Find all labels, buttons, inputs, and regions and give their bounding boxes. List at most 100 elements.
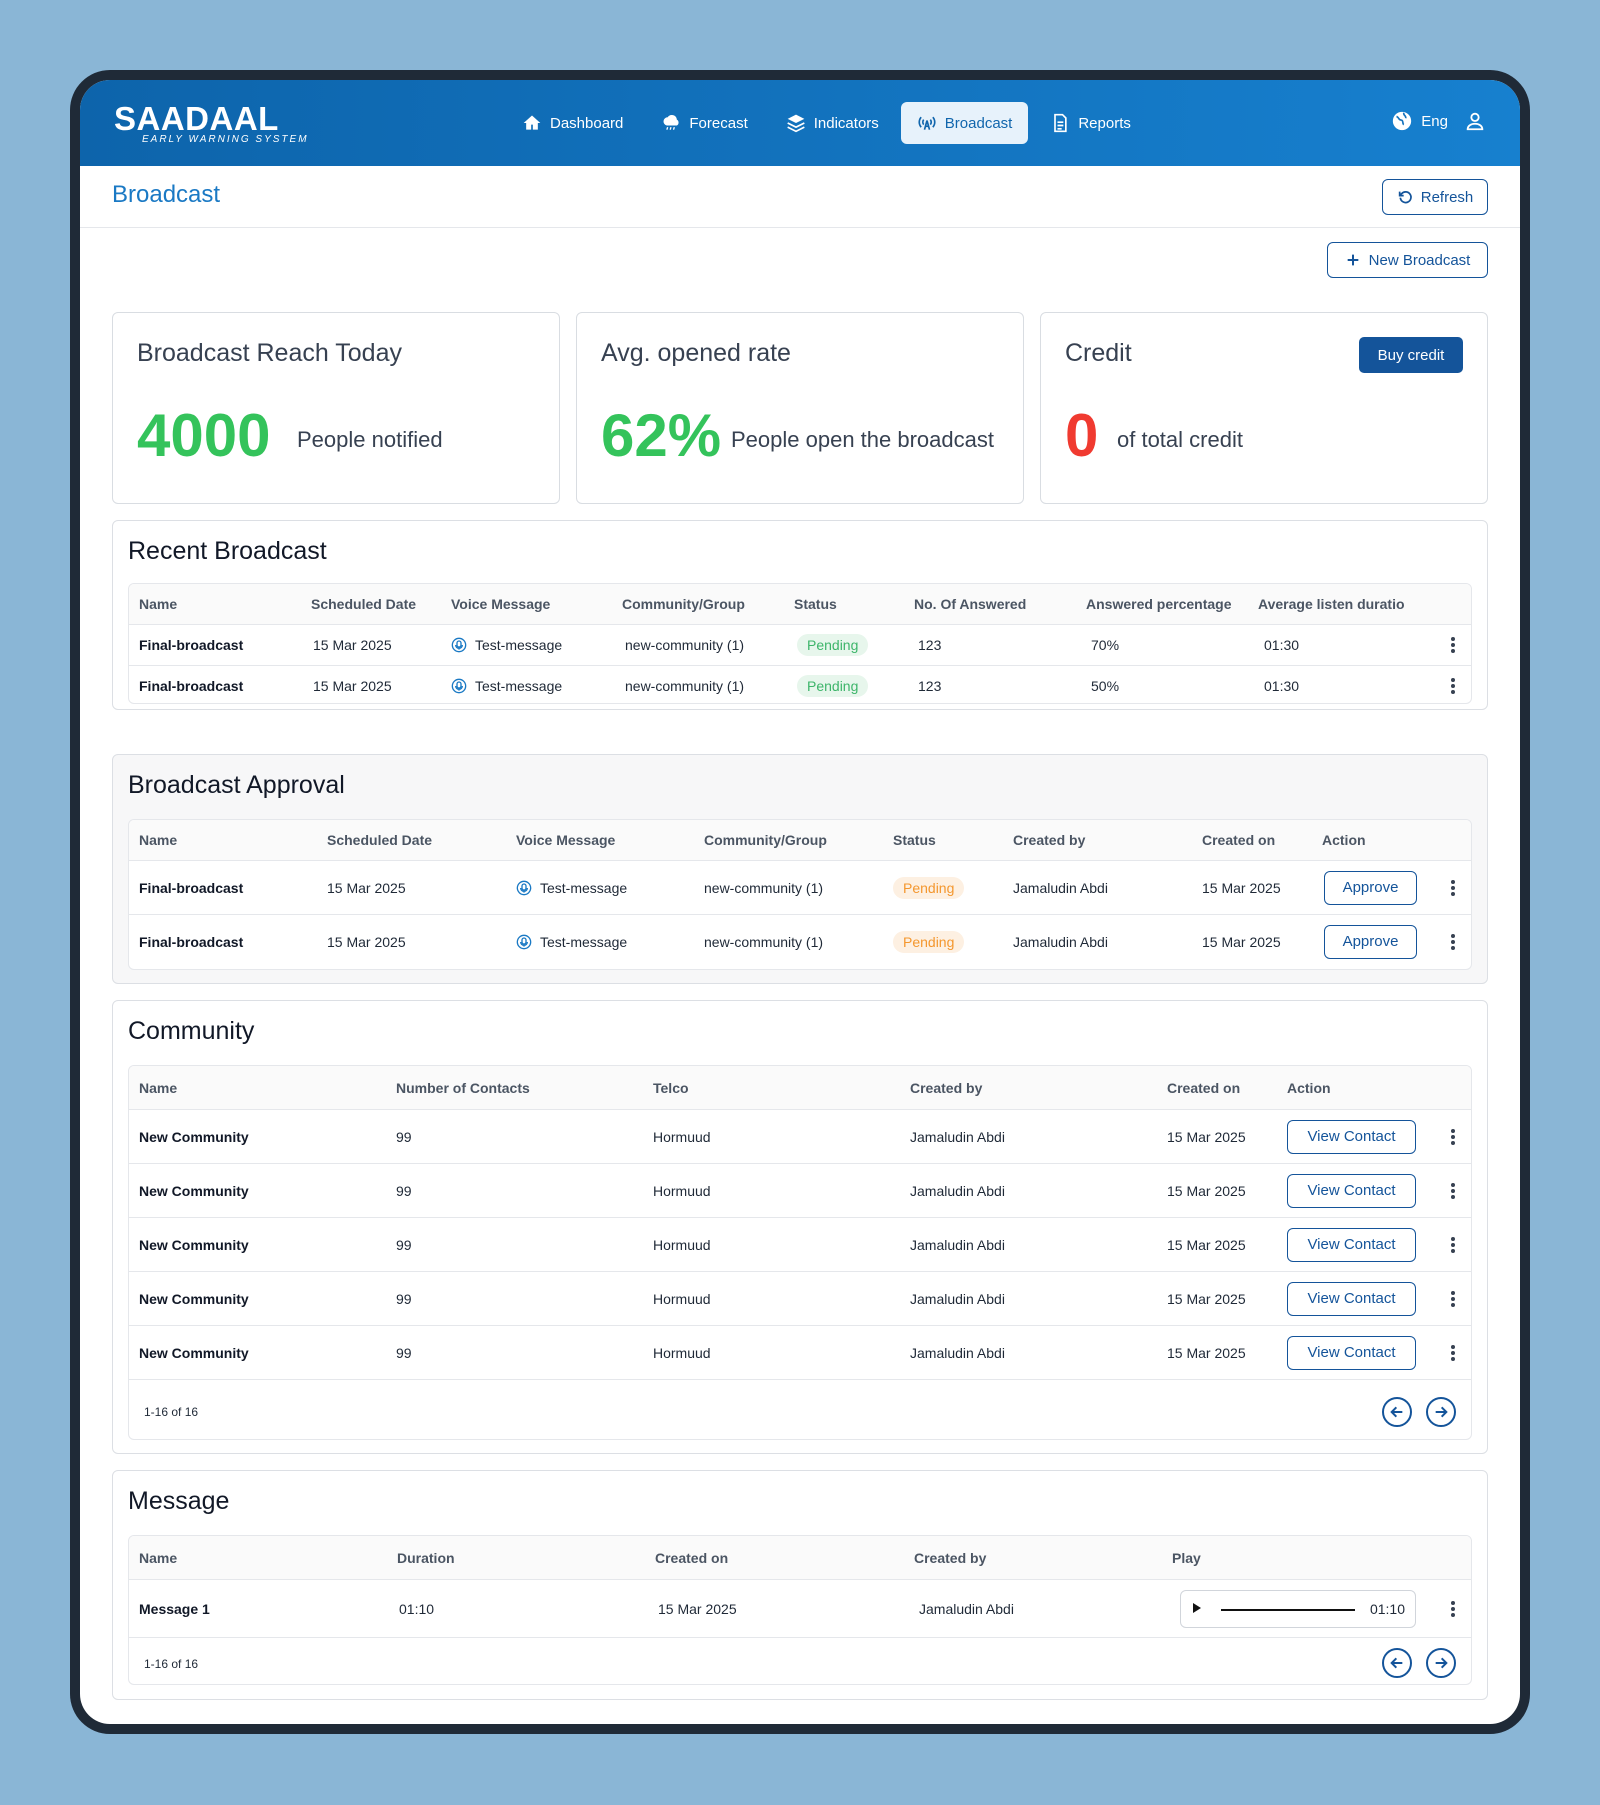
cell-contacts: 99 <box>396 1236 412 1253</box>
more-options-icon[interactable] <box>1449 1181 1457 1201</box>
prev-page-button[interactable] <box>1382 1397 1412 1427</box>
approve-button[interactable]: Approve <box>1324 870 1417 905</box>
next-page-button[interactable] <box>1426 1397 1456 1427</box>
cell-name: New Community <box>139 1128 249 1145</box>
column-header: Telco <box>653 1079 689 1096</box>
view-contact-button[interactable]: View Contact <box>1287 1173 1416 1208</box>
table-header-row: Name Scheduled Date Voice Message Commun… <box>129 820 1471 861</box>
recent-broadcast-table: Name Scheduled Date Voice Message Commun… <box>128 583 1472 704</box>
status-badge: Pending <box>893 930 965 953</box>
user-icon[interactable] <box>1464 110 1486 132</box>
table-row[interactable]: Final-broadcast 15 Mar 2025 Test-message… <box>129 915 1471 968</box>
card-title: Credit <box>1065 339 1132 367</box>
new-broadcast-button[interactable]: New Broadcast <box>1327 242 1488 278</box>
more-options-icon[interactable] <box>1449 1343 1457 1363</box>
section-title: Recent Broadcast <box>128 537 327 565</box>
table-row[interactable]: New Community 99 Hormuud Jamaludin Abdi … <box>129 1218 1471 1272</box>
refresh-label: Refresh <box>1420 188 1474 206</box>
cell-created-on: 15 Mar 2025 <box>1202 933 1281 950</box>
cell-community: new-community (1) <box>625 637 745 653</box>
device-frame: SAADAAL EARLY WARNING SYSTEM Dashboard F… <box>70 70 1530 1734</box>
table-row[interactable]: New Community 99 Hormuud Jamaludin Abdi … <box>129 1272 1471 1326</box>
more-options-icon[interactable] <box>1449 1235 1457 1255</box>
view-contact-button[interactable]: View Contact <box>1287 1227 1416 1262</box>
nav-reports[interactable]: Reports <box>1034 102 1147 144</box>
column-header: Created on <box>1167 1079 1241 1096</box>
cell-answered: 123 <box>918 637 942 653</box>
table-row[interactable]: Final-broadcast 15 Mar 2025 Test-message… <box>129 666 1471 703</box>
view-contact-button[interactable]: View Contact <box>1287 1119 1416 1154</box>
nav-broadcast[interactable]: Broadcast <box>900 102 1029 144</box>
opened-rate-card: Avg. opened rate 62% People open the bro… <box>576 312 1024 504</box>
cell-date: 15 Mar 2025 <box>327 879 406 896</box>
column-header: Created on <box>655 1549 729 1566</box>
more-options-icon[interactable] <box>1449 932 1457 952</box>
cell-voice[interactable]: Test-message <box>451 678 562 694</box>
nav-indicators[interactable]: Indicators <box>770 102 895 144</box>
table-row[interactable]: Message 1 01:10 15 Mar 2025 Jamaludin Ab… <box>129 1580 1471 1638</box>
next-page-button[interactable] <box>1426 1648 1456 1678</box>
more-options-icon[interactable] <box>1449 635 1457 655</box>
cell-community: new-community (1) <box>704 879 824 896</box>
column-header: Status <box>893 832 936 848</box>
top-navbar: SAADAAL EARLY WARNING SYSTEM Dashboard F… <box>80 80 1520 166</box>
cell-voice[interactable]: Test-message <box>451 637 562 653</box>
view-contact-button[interactable]: View Contact <box>1287 1281 1416 1316</box>
nav-label: Forecast <box>689 114 748 132</box>
nav-forecast[interactable]: Forecast <box>645 102 763 144</box>
logo[interactable]: SAADAAL EARLY WARNING SYSTEM <box>114 100 309 146</box>
table-row[interactable]: Final-broadcast 15 Mar 2025 Test-message… <box>129 625 1471 666</box>
credit-card: Credit Buy credit 0 of total credit <box>1040 312 1488 504</box>
cell-voice[interactable]: Test-message <box>516 880 627 896</box>
refresh-button[interactable]: Refresh <box>1382 179 1488 215</box>
nav-label: Indicators <box>813 114 879 132</box>
cell-contacts: 99 <box>396 1290 412 1307</box>
cell-created-on: 15 Mar 2025 <box>658 1600 737 1617</box>
arrow-left-icon <box>1390 1657 1403 1669</box>
table-row[interactable]: New Community 99 Hormuud Jamaludin Abdi … <box>129 1110 1471 1164</box>
table-row[interactable]: Final-broadcast 15 Mar 2025 Test-message… <box>129 861 1471 915</box>
audio-progress-track[interactable] <box>1221 1608 1355 1611</box>
approve-button[interactable]: Approve <box>1324 924 1417 959</box>
table-row[interactable]: New Community 99 Hormuud Jamaludin Abdi … <box>129 1326 1471 1380</box>
prev-page-button[interactable] <box>1382 1648 1412 1678</box>
microphone-icon <box>451 637 467 653</box>
status-badge: Pending <box>797 634 869 656</box>
cell-voice[interactable]: Test-message <box>516 934 627 950</box>
table-row[interactable]: New Community 99 Hormuud Jamaludin Abdi … <box>129 1164 1471 1218</box>
cell-contacts: 99 <box>396 1182 412 1199</box>
arrow-right-icon <box>1435 1657 1448 1669</box>
page-title: Broadcast <box>112 181 221 208</box>
nav-label: Broadcast <box>944 114 1013 132</box>
cell-name: New Community <box>139 1290 249 1307</box>
cell-name: Final-broadcast <box>139 637 244 653</box>
column-header: Voice Message <box>516 832 616 848</box>
view-contact-button[interactable]: View Contact <box>1287 1335 1416 1370</box>
language-selector[interactable]: Eng <box>1391 110 1448 132</box>
column-header: Play <box>1172 1549 1201 1566</box>
more-options-icon[interactable] <box>1449 878 1457 898</box>
buy-credit-button[interactable]: Buy credit <box>1359 337 1463 373</box>
more-options-icon[interactable] <box>1449 1127 1457 1147</box>
globe-icon <box>1393 111 1412 131</box>
cell-telco: Hormuud <box>653 1236 711 1253</box>
audio-time: 01:10 <box>1369 1600 1405 1617</box>
cell-created-on: 15 Mar 2025 <box>1167 1236 1246 1253</box>
reach-value: 4000 <box>137 402 271 469</box>
column-header: Number of Contacts <box>396 1079 530 1096</box>
cell-created-by: Jamaludin Abdi <box>919 1600 1014 1617</box>
more-options-icon[interactable] <box>1449 676 1457 696</box>
more-options-icon[interactable] <box>1449 1289 1457 1309</box>
play-icon[interactable] <box>1193 1602 1201 1613</box>
section-title: Community <box>128 1017 255 1045</box>
more-options-icon[interactable] <box>1449 1599 1457 1619</box>
opened-rate-desc: People open the broadcast <box>731 427 994 452</box>
column-header: Created on <box>1202 832 1276 848</box>
app-screen: SAADAAL EARLY WARNING SYSTEM Dashboard F… <box>80 80 1520 1724</box>
column-header: Scheduled Date <box>311 596 417 612</box>
nav-dashboard[interactable]: Dashboard <box>506 102 639 144</box>
community-table: Name Number of Contacts Telco Created by… <box>128 1065 1472 1440</box>
refresh-icon <box>1398 191 1412 204</box>
logo-text: SAADAAL <box>114 100 279 137</box>
cell-created-by: Jamaludin Abdi <box>910 1182 1005 1199</box>
